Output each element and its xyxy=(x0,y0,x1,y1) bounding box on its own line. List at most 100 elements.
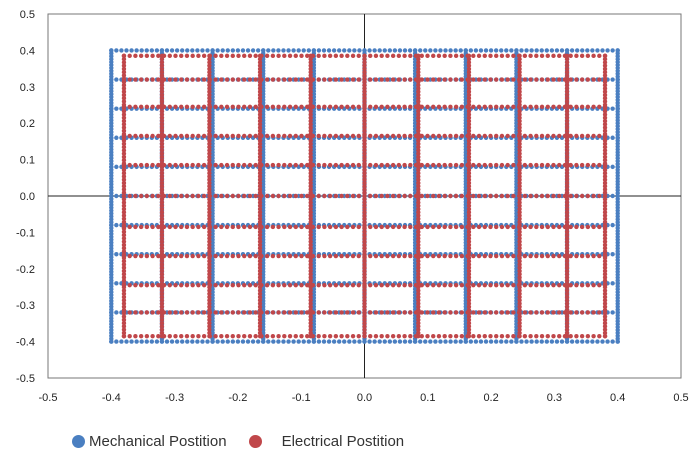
data-point xyxy=(257,206,263,212)
data-point xyxy=(173,104,178,110)
data-point xyxy=(308,174,313,179)
data-point xyxy=(230,333,235,339)
data-point xyxy=(159,86,165,91)
data-point xyxy=(402,193,407,199)
data-point xyxy=(602,128,608,134)
data-point xyxy=(564,96,570,101)
data-point xyxy=(276,77,281,82)
data-point xyxy=(159,210,165,215)
data-point xyxy=(482,333,487,339)
data-point xyxy=(416,216,421,222)
data-point xyxy=(416,190,421,195)
data-point xyxy=(362,320,367,326)
data-point xyxy=(425,133,430,139)
data-point xyxy=(121,197,127,202)
data-point xyxy=(159,144,165,150)
data-point xyxy=(201,310,207,315)
data-point xyxy=(471,310,476,315)
data-point xyxy=(257,73,263,78)
data-point xyxy=(121,112,127,117)
data-point xyxy=(602,89,608,94)
data-point xyxy=(534,253,539,259)
data-point xyxy=(184,77,190,82)
data-point xyxy=(207,96,212,101)
data-point xyxy=(362,291,367,296)
data-point xyxy=(602,151,608,156)
data-point xyxy=(579,253,585,259)
data-point xyxy=(413,310,419,315)
data-point xyxy=(127,104,132,110)
data-point xyxy=(308,203,313,208)
data-point xyxy=(372,48,377,53)
data-point xyxy=(345,282,350,288)
data-point xyxy=(247,133,253,139)
data-point xyxy=(387,339,393,344)
data-point xyxy=(121,224,127,230)
data-point xyxy=(224,162,230,168)
data-point xyxy=(509,48,514,53)
data-point xyxy=(408,53,413,59)
data-point xyxy=(390,253,396,259)
data-point xyxy=(333,282,339,288)
data-point xyxy=(488,48,494,53)
data-point xyxy=(207,262,212,267)
data-point xyxy=(282,310,287,315)
data-point xyxy=(602,174,608,179)
data-point xyxy=(602,333,608,339)
data-point xyxy=(602,138,608,143)
data-point xyxy=(282,133,287,139)
data-point xyxy=(362,275,367,280)
data-point xyxy=(287,133,293,139)
data-point xyxy=(466,242,472,248)
data-point xyxy=(310,162,316,168)
data-point xyxy=(368,193,373,199)
data-point xyxy=(564,82,570,88)
data-point xyxy=(539,193,545,199)
data-point xyxy=(308,327,313,332)
data-point xyxy=(494,53,499,59)
data-point xyxy=(308,245,313,251)
data-point xyxy=(184,282,190,288)
data-point xyxy=(418,339,423,344)
data-point xyxy=(362,177,367,182)
data-point xyxy=(127,310,132,315)
data-point xyxy=(291,339,296,344)
data-point xyxy=(597,162,602,168)
data-point xyxy=(308,92,313,98)
data-point xyxy=(466,320,472,326)
data-point xyxy=(308,278,313,283)
data-point xyxy=(316,77,321,82)
data-point xyxy=(333,104,339,110)
data-point xyxy=(253,104,258,110)
data-point xyxy=(299,104,304,110)
data-point xyxy=(308,288,313,293)
data-point xyxy=(362,197,367,202)
data-point xyxy=(257,236,263,241)
data-point xyxy=(373,53,379,59)
data-point xyxy=(240,339,246,344)
data-point xyxy=(201,282,207,288)
data-point xyxy=(482,104,487,110)
data-point xyxy=(121,157,127,163)
data-point xyxy=(379,133,384,139)
data-point xyxy=(602,291,608,296)
data-point xyxy=(276,104,281,110)
data-point xyxy=(293,133,298,139)
data-point xyxy=(121,66,127,72)
data-point xyxy=(466,167,472,173)
data-point xyxy=(466,151,472,156)
data-point xyxy=(448,282,453,288)
data-point xyxy=(362,82,367,88)
data-point xyxy=(517,239,522,244)
data-point xyxy=(257,327,263,332)
data-point xyxy=(159,219,165,225)
data-point xyxy=(379,104,384,110)
data-point xyxy=(466,138,472,143)
data-point xyxy=(568,282,573,288)
data-point xyxy=(416,245,421,251)
data-point xyxy=(257,320,263,326)
data-point xyxy=(185,48,190,53)
data-point xyxy=(471,193,476,199)
data-point xyxy=(574,253,579,259)
data-point xyxy=(585,53,591,59)
